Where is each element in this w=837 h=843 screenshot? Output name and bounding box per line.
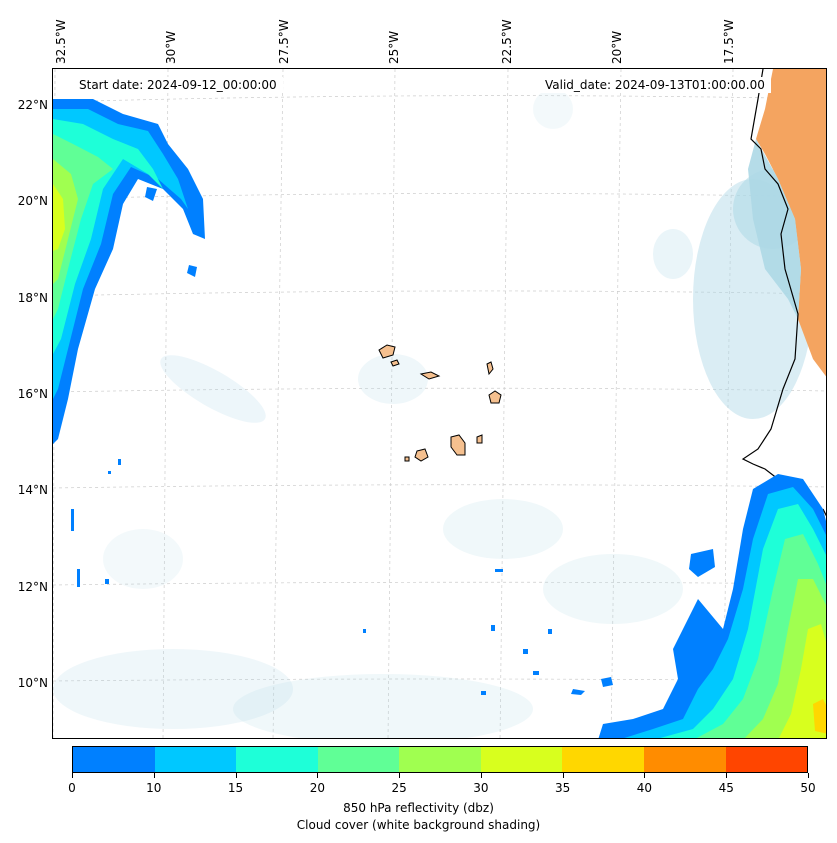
reflectivity-nw-cluster [53, 99, 205, 444]
colorbar-segment [317, 747, 400, 772]
colorbar-tick-label: 20 [309, 781, 325, 795]
colorbar-tick-mark [235, 773, 237, 778]
lat-label-12n: 12°N [17, 580, 48, 594]
colorbar-tick-label: 40 [636, 781, 653, 795]
colorbar-segment [480, 747, 563, 772]
colorbar-label-reflectivity: 850 hPa reflectivity (dbz) [343, 801, 494, 815]
lat-label-10n: 10°N [17, 676, 48, 690]
lon-label-32-5w: 32.5°W [54, 19, 68, 64]
colorbar-tick-mark [562, 773, 564, 778]
colorbar-tick-mark [317, 773, 319, 778]
colorbar-segment [643, 747, 726, 772]
lat-label-14n: 14°N [17, 483, 48, 497]
map-panel: Start date: 2024-09-12_00:00:00 Valid_da… [52, 68, 827, 739]
colorbar-tick-mark [808, 773, 809, 778]
colorbar-tick-mark [644, 773, 646, 778]
colorbar-tick-label: 50 [800, 781, 816, 795]
colorbar-segment [399, 747, 481, 772]
colorbar-tick-label: 35 [555, 781, 571, 795]
lon-label-25w: 25°W [387, 30, 401, 64]
valid-date-label: Valid_date: 2024-09-13T01:00:00.00 [539, 77, 771, 93]
map-canvas [53, 69, 826, 738]
colorbar-tick-mark [726, 773, 728, 778]
colorbar-tick-label: 10 [146, 781, 162, 795]
colorbar-tick-mark [72, 773, 73, 778]
cape-verde-islands [378, 344, 502, 462]
lon-label-22-5w: 22.5°W [500, 19, 514, 64]
colorbar-label-cloud-cover: Cloud cover (white background shading) [296, 818, 541, 832]
lat-label-16n: 16°N [17, 387, 48, 401]
colorbar-segment [236, 747, 318, 772]
lon-label-27-5w: 27.5°W [277, 19, 291, 64]
africa-coastline [741, 69, 799, 480]
colorbar-tick-mark [153, 773, 155, 778]
lat-label-22n: 22°N [17, 98, 48, 112]
colorbar-tick-label: 0 [68, 781, 76, 795]
reflectivity-colorbar [72, 746, 808, 773]
reflectivity-se-cluster [571, 474, 826, 738]
africa-landmass [756, 69, 826, 377]
africa-cloud-overlay [748, 139, 801, 319]
colorbar-segment [725, 747, 808, 772]
colorbar-segment [562, 747, 644, 772]
lon-label-17-5w: 17.5°W [722, 19, 736, 64]
colorbar-tick-mark [480, 773, 482, 778]
colorbar-segment [73, 747, 155, 772]
colorbar-tick-label: 45 [718, 781, 734, 795]
colorbar-tick-label: 25 [391, 781, 407, 795]
lon-label-30w: 30°W [164, 30, 178, 64]
lat-label-18n: 18°N [17, 291, 48, 305]
colorbar-tick-label: 30 [473, 781, 489, 795]
colorbar-tick-mark [399, 773, 401, 778]
lat-label-20n: 20°N [17, 194, 48, 208]
scattered-echoes [71, 459, 552, 695]
start-date-label: Start date: 2024-09-12_00:00:00 [73, 77, 283, 93]
colorbar-segment [154, 747, 237, 772]
lon-label-20w: 20°W [610, 30, 624, 64]
colorbar-tick-label: 15 [227, 781, 244, 795]
